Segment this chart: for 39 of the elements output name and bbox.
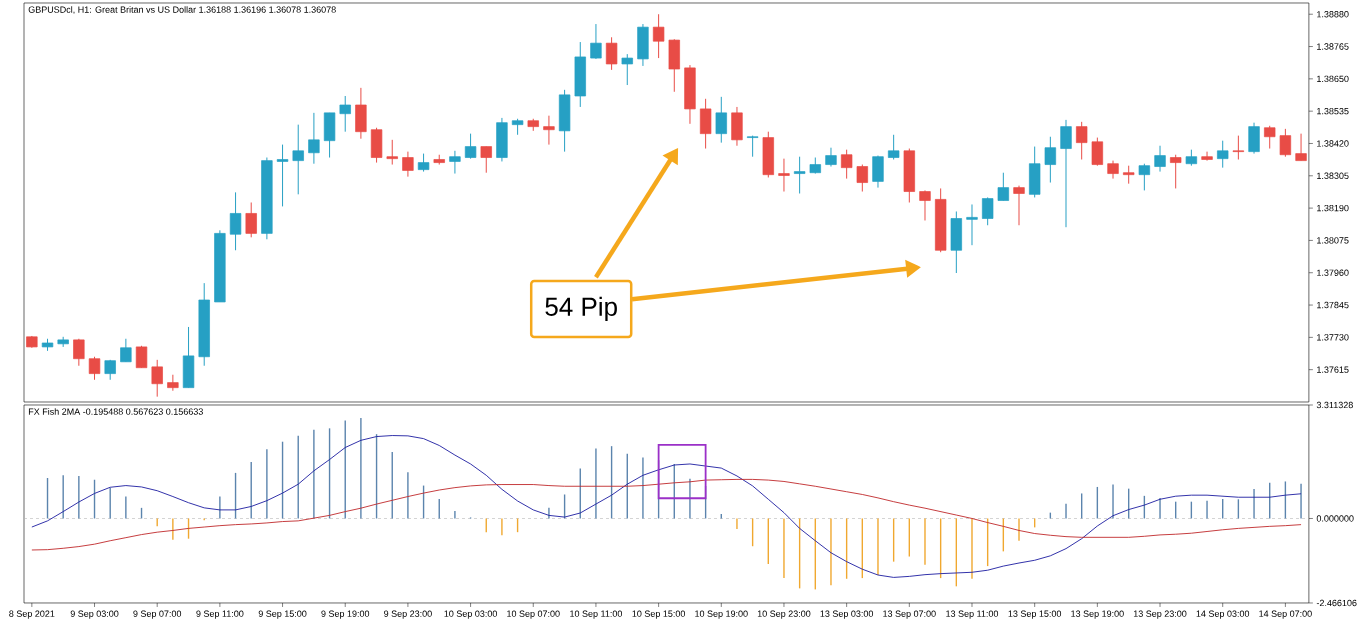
y-tick-label: 3.311328	[1316, 401, 1353, 409]
x-tick-label: 10 Sep 15:00	[632, 610, 686, 619]
x-tick-label: 9 Sep 15:00	[258, 610, 307, 619]
chart-title: FX Fish 2MA -0.195488 0.567623 0.156633	[28, 408, 203, 415]
y-tick-label: 0.000000	[1316, 515, 1354, 522]
x-tick-label: 9 Sep 23:00	[384, 610, 432, 619]
y-tick-label: 1.38650	[1317, 75, 1349, 83]
x-tick-label: 10 Sep 23:00	[757, 610, 811, 619]
x-tick-label: 13 Sep 19:00	[1071, 610, 1124, 619]
y-tick-label: 1.38075	[1317, 237, 1349, 244]
x-tick-label: 9 Sep 03:00	[70, 610, 119, 619]
y-tick-label: 1.37730	[1317, 334, 1349, 341]
annotation: 54 Pip	[545, 296, 617, 322]
y-tick-label: 1.38880	[1317, 11, 1349, 18]
x-tick-label: 14 Sep 07:00	[1259, 610, 1312, 619]
x-tick-label: 8 Sep 2021	[9, 610, 55, 619]
x-tick-label: 13 Sep 07:00	[883, 610, 936, 619]
x-tick-label: 13 Sep 03:00	[820, 610, 874, 619]
x-tick-label: 13 Sep 23:00	[1133, 610, 1187, 619]
y-tick-label: 1.37960	[1317, 269, 1349, 276]
x-tick-label: 10 Sep 19:00	[695, 610, 748, 619]
chart-title: GBPUSDcl, H1: Great Britan vs US Dollar 1.36188 1.36196 1.36078 1.36078	[28, 6, 336, 14]
y-tick-label: 1.38420	[1317, 140, 1349, 147]
y-tick-label: 1.38765	[1317, 43, 1349, 50]
x-tick-label: 9 Sep 07:00	[133, 610, 182, 619]
x-tick-label: 14 Sep 03:00	[1196, 610, 1250, 619]
y-tick-label: 1.38305	[1317, 172, 1349, 179]
x-tick-label: 9 Sep 19:00	[321, 610, 370, 619]
x-tick-label: 10 Sep 07:00	[507, 610, 560, 619]
x-tick-label: 13 Sep 15:00	[1008, 610, 1062, 619]
y-tick-label: 1.37845	[1317, 301, 1349, 309]
y-tick-label: 1.38535	[1317, 107, 1349, 115]
y-tick-label: 1.37615	[1317, 366, 1349, 373]
y-tick-label: -2.466106	[1316, 599, 1357, 607]
y-tick-label: 1.38190	[1317, 204, 1349, 212]
x-tick-label: 10 Sep 11:00	[570, 610, 623, 619]
x-tick-label: 13 Sep 11:00	[946, 610, 999, 619]
x-tick-label: 9 Sep 11:00	[196, 610, 244, 619]
x-tick-label: 10 Sep 03:00	[444, 610, 497, 619]
